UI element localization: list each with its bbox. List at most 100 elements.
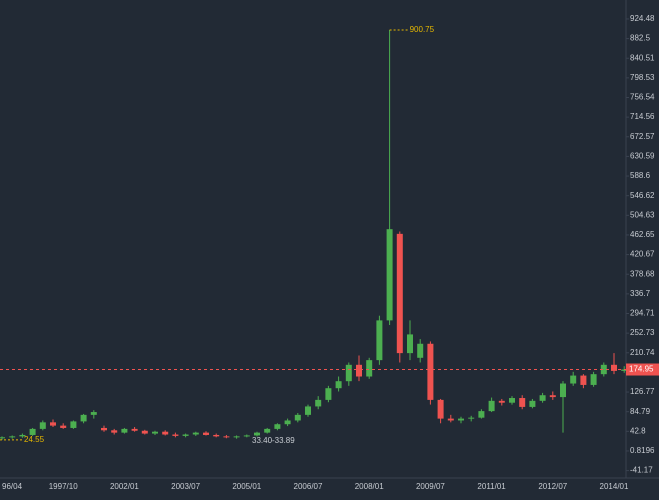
y-tick-label: 42.8 bbox=[630, 426, 646, 435]
max-label: 900.75 bbox=[410, 25, 435, 34]
candle-body bbox=[345, 364, 352, 382]
y-tick-label: 462.65 bbox=[630, 230, 655, 239]
candle-body bbox=[101, 427, 107, 431]
candle-body bbox=[519, 398, 526, 407]
candle-body bbox=[50, 422, 56, 426]
candle-body bbox=[80, 414, 87, 422]
candle-body bbox=[254, 432, 260, 436]
candle-body bbox=[407, 334, 413, 354]
candle-body bbox=[315, 399, 322, 407]
x-tick-label: 2003/07 bbox=[171, 482, 200, 491]
y-tick-label: 84.79 bbox=[630, 407, 651, 416]
candle-body bbox=[427, 343, 434, 400]
x-tick-label: 2014/01 bbox=[600, 482, 629, 491]
candle-body bbox=[529, 400, 536, 407]
y-tick-label: -41.17 bbox=[630, 466, 653, 475]
candle-body bbox=[570, 375, 577, 384]
y-tick-label: 840.51 bbox=[630, 53, 655, 62]
candle-body bbox=[162, 431, 169, 435]
x-tick-label: 2011/01 bbox=[477, 482, 506, 491]
candle-body bbox=[39, 422, 46, 429]
candle-body bbox=[468, 417, 475, 419]
y-tick-label: 798.53 bbox=[630, 73, 655, 82]
y-tick-label: 420.67 bbox=[630, 250, 655, 259]
candle-body bbox=[386, 229, 393, 321]
candle-body bbox=[131, 428, 138, 431]
candle-body bbox=[600, 364, 607, 375]
y-tick-label: 588.6 bbox=[630, 171, 651, 180]
candle-body bbox=[560, 383, 566, 398]
candle-body bbox=[284, 420, 291, 425]
y-tick-label: 252.73 bbox=[630, 328, 655, 337]
candle-body bbox=[376, 320, 383, 361]
x-tick-label: 2002/01 bbox=[110, 482, 139, 491]
candle-body bbox=[305, 406, 311, 415]
x-tick-label: 2009/07 bbox=[416, 482, 445, 491]
candle-body bbox=[611, 364, 617, 371]
candle-body bbox=[233, 436, 240, 438]
candle-body bbox=[539, 395, 546, 401]
y-tick-label: 714.56 bbox=[630, 112, 655, 121]
y-tick-label: 294.71 bbox=[630, 309, 655, 318]
candle-body bbox=[366, 360, 373, 377]
candle-body bbox=[488, 400, 495, 412]
candle-body bbox=[396, 233, 403, 354]
candle-body bbox=[335, 381, 342, 389]
y-tick-label: 336.7 bbox=[630, 289, 651, 298]
candle-body bbox=[458, 418, 464, 421]
y-tick-label: 210.74 bbox=[630, 348, 655, 357]
candle-body bbox=[29, 428, 36, 435]
candle-body bbox=[182, 434, 189, 436]
candle-body bbox=[111, 430, 118, 433]
y-tick-label: 378.68 bbox=[630, 269, 655, 278]
candle-body bbox=[141, 430, 148, 434]
candle-body bbox=[9, 436, 16, 438]
candle-body bbox=[356, 364, 362, 377]
min-label: 24.55 bbox=[24, 435, 45, 444]
x-tick-label: 1997/10 bbox=[49, 482, 78, 491]
candle-body bbox=[590, 374, 597, 385]
candle-body bbox=[213, 434, 220, 437]
x-tick-label: 2006/07 bbox=[294, 482, 323, 491]
candle-body bbox=[549, 395, 556, 398]
x-tick-label: 2012/07 bbox=[538, 482, 567, 491]
candle-body bbox=[498, 400, 505, 403]
x-tick-label: 96/04 bbox=[2, 482, 23, 491]
y-tick-label: 882.5 bbox=[630, 34, 651, 43]
candle-body bbox=[192, 432, 199, 435]
y-tick-label: 924.48 bbox=[630, 14, 655, 23]
last-price-box bbox=[626, 363, 659, 376]
x-tick-label: 2008/01 bbox=[355, 482, 384, 491]
candle-body bbox=[274, 424, 281, 429]
y-tick-label: 630.59 bbox=[630, 152, 655, 161]
y-tick-label: 0.8196 bbox=[630, 446, 655, 455]
candle-body bbox=[264, 428, 271, 433]
y-tick-label: 546.62 bbox=[630, 191, 655, 200]
candle-body bbox=[437, 399, 444, 419]
candle-body bbox=[0, 437, 5, 439]
y-tick-label: 126.77 bbox=[630, 387, 655, 396]
candle-body bbox=[580, 375, 587, 385]
y-tick-label: 672.57 bbox=[630, 132, 655, 141]
y-tick-label: 756.54 bbox=[630, 93, 655, 102]
candle-body bbox=[621, 369, 628, 371]
x-tick-label: 2005/01 bbox=[232, 482, 261, 491]
range-annotation: 33.40-33.89 bbox=[252, 436, 295, 445]
candle-body bbox=[294, 414, 301, 421]
candle-body bbox=[152, 431, 158, 434]
candle-body bbox=[90, 412, 97, 415]
candle-body bbox=[60, 425, 67, 428]
candle-body bbox=[203, 432, 209, 435]
candle-body bbox=[447, 418, 454, 421]
y-tick-label: 504.63 bbox=[630, 210, 655, 219]
candle-body bbox=[70, 421, 77, 428]
candle-body bbox=[172, 434, 179, 436]
candle-body bbox=[325, 388, 332, 400]
candle-body bbox=[223, 436, 230, 438]
last-price-label: 174.95 bbox=[629, 365, 654, 374]
candle-body bbox=[121, 428, 128, 433]
candle-body bbox=[509, 398, 515, 403]
candle-body bbox=[417, 343, 424, 358]
